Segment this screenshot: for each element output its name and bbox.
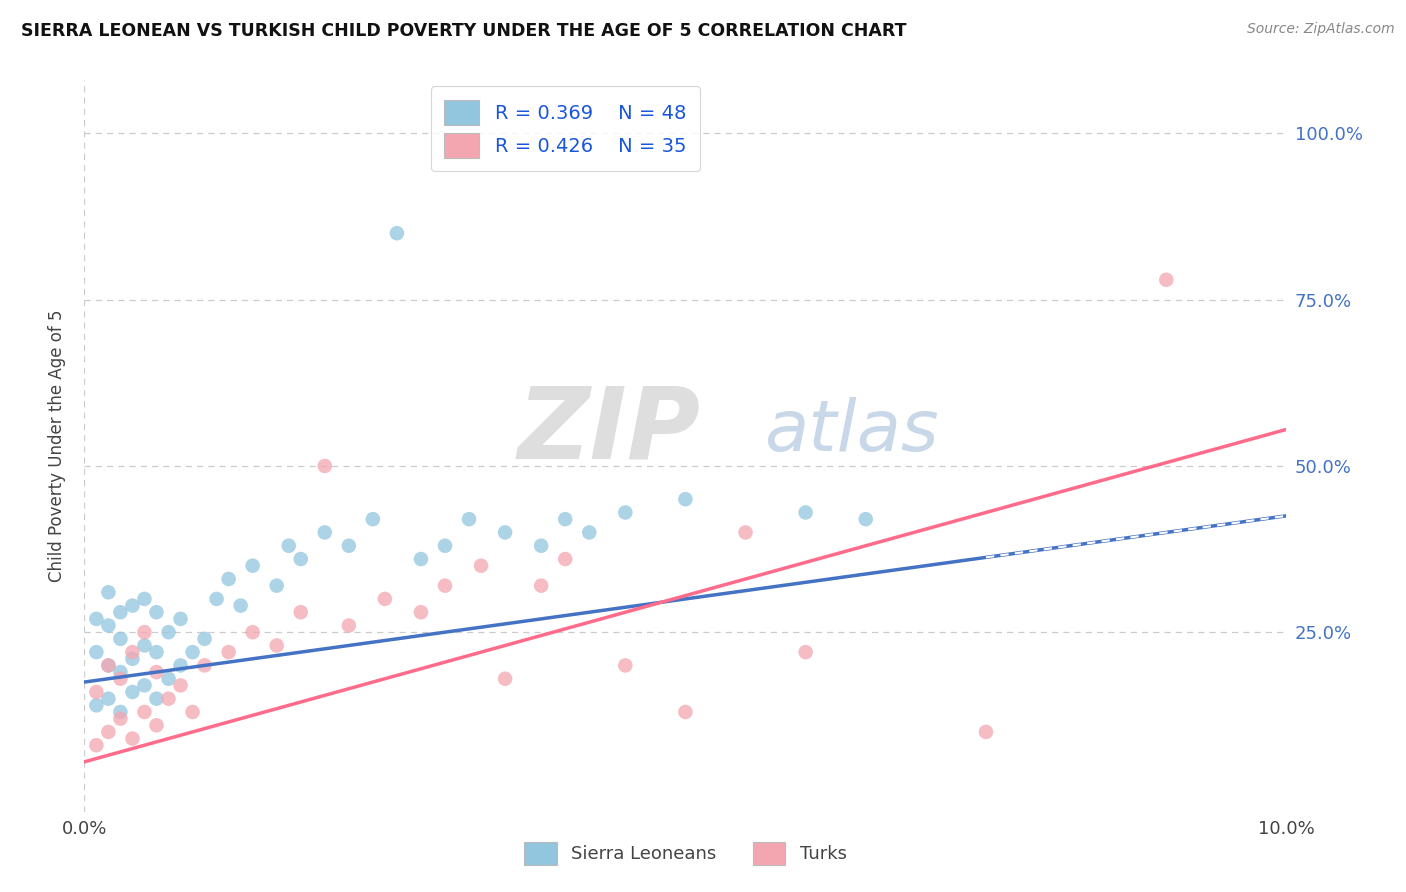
Point [385, 226, 408, 240]
Point [277, 539, 299, 553]
Point [374, 591, 396, 606]
Point [157, 625, 180, 640]
Point [314, 458, 336, 473]
Point [134, 678, 156, 692]
Point [121, 731, 143, 746]
Point [97, 658, 120, 673]
Point [361, 512, 384, 526]
Point [242, 625, 264, 640]
Point [794, 506, 817, 520]
Point [194, 658, 217, 673]
Point [157, 672, 180, 686]
Point [86, 738, 108, 752]
Point [614, 506, 637, 520]
Point [337, 539, 360, 553]
Point [337, 618, 360, 632]
Point [110, 605, 132, 619]
Point [1156, 273, 1178, 287]
Point [86, 612, 108, 626]
Point [218, 645, 240, 659]
Text: atlas: atlas [763, 397, 938, 466]
Point [97, 618, 120, 632]
Point [157, 691, 180, 706]
Point [266, 639, 288, 653]
Point [974, 725, 997, 739]
Point [855, 512, 877, 526]
Point [97, 658, 120, 673]
Point [145, 665, 167, 679]
Point [134, 625, 156, 640]
Point [675, 705, 697, 719]
Point [734, 525, 756, 540]
Text: Source: ZipAtlas.com: Source: ZipAtlas.com [1247, 22, 1395, 37]
Point [145, 645, 167, 659]
Point [97, 585, 120, 599]
Point [458, 512, 481, 526]
Point [409, 605, 432, 619]
Point [86, 685, 108, 699]
Point [97, 725, 120, 739]
Point [290, 552, 312, 566]
Point [530, 579, 553, 593]
Point [121, 599, 143, 613]
Point [110, 705, 132, 719]
Point [169, 612, 191, 626]
Point [494, 525, 516, 540]
Point [110, 632, 132, 646]
Point [229, 599, 252, 613]
Point [110, 665, 132, 679]
Point [434, 539, 457, 553]
Point [266, 579, 288, 593]
Point [86, 698, 108, 713]
Point [409, 552, 432, 566]
Point [314, 525, 336, 540]
Point [134, 591, 156, 606]
Point [121, 685, 143, 699]
Point [145, 605, 167, 619]
Point [181, 705, 204, 719]
Point [675, 492, 697, 507]
Point [169, 678, 191, 692]
Text: SIERRA LEONEAN VS TURKISH CHILD POVERTY UNDER THE AGE OF 5 CORRELATION CHART: SIERRA LEONEAN VS TURKISH CHILD POVERTY … [21, 22, 907, 40]
Point [97, 691, 120, 706]
Text: ZIP: ZIP [517, 383, 700, 480]
Point [145, 718, 167, 732]
Point [134, 705, 156, 719]
Y-axis label: Child Poverty Under the Age of 5: Child Poverty Under the Age of 5 [48, 310, 66, 582]
Point [110, 672, 132, 686]
Point [470, 558, 492, 573]
Legend: Sierra Leoneans, Turks: Sierra Leoneans, Turks [517, 835, 853, 872]
Point [554, 512, 576, 526]
Point [578, 525, 600, 540]
Point [530, 539, 553, 553]
Point [194, 632, 217, 646]
Point [614, 658, 637, 673]
Point [494, 672, 516, 686]
Point [110, 712, 132, 726]
Point [169, 658, 191, 673]
Point [290, 605, 312, 619]
Point [434, 579, 457, 593]
Point [145, 691, 167, 706]
Point [121, 645, 143, 659]
Point [554, 552, 576, 566]
Point [134, 639, 156, 653]
Point [181, 645, 204, 659]
Point [121, 652, 143, 666]
Point [242, 558, 264, 573]
Point [86, 645, 108, 659]
Point [218, 572, 240, 586]
Point [205, 591, 228, 606]
Point [794, 645, 817, 659]
